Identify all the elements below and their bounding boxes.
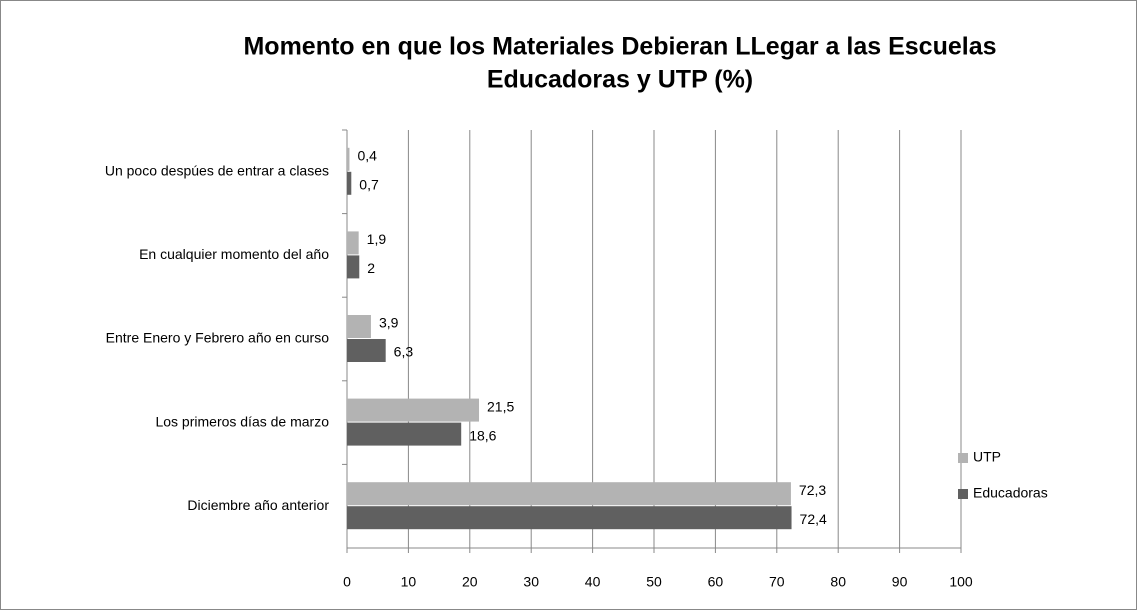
x-tick-label: 100: [949, 574, 973, 590]
x-tick-label: 40: [585, 574, 601, 590]
legend-label: Educadoras: [973, 485, 1048, 501]
bar: [347, 171, 352, 195]
chart-title: Educadoras y UTP (%): [487, 66, 753, 94]
value-label: 2: [367, 260, 375, 276]
y-tick-label: Un poco despúes de entrar a clases: [105, 163, 329, 179]
bar: [347, 255, 360, 279]
x-tick-label: 70: [769, 574, 785, 590]
x-tick-label: 90: [892, 574, 908, 590]
bar: [347, 315, 371, 338]
x-tick-label: 10: [401, 574, 417, 590]
y-tick-label: Entre Enero y Febrero año en curso: [106, 330, 330, 346]
x-tick-label: 50: [646, 574, 662, 590]
x-tick-label: 30: [523, 574, 539, 590]
bar: [347, 147, 350, 171]
value-label: 3,9: [379, 315, 399, 331]
y-tick-label: En cualquier momento del año: [139, 246, 329, 262]
value-label: 6,3: [394, 344, 414, 360]
y-tick-label: Los primeros días de marzo: [155, 413, 329, 429]
value-label: 72,3: [799, 482, 826, 498]
value-label: 0,4: [357, 148, 377, 164]
bar: [347, 506, 792, 530]
legend-swatch: [958, 453, 968, 463]
bar: [347, 231, 359, 255]
y-tick-label: Diciembre año anterior: [187, 497, 329, 513]
bar: [347, 422, 462, 446]
value-label: 18,6: [469, 427, 496, 443]
value-label: 21,5: [487, 398, 514, 414]
bar: [347, 339, 386, 362]
x-tick-label: 20: [462, 574, 478, 590]
x-tick-label: 80: [830, 574, 846, 590]
x-tick-label: 60: [708, 574, 724, 590]
value-label: 1,9: [367, 231, 387, 247]
x-tick-label: 0: [343, 574, 351, 590]
bar: [347, 482, 791, 506]
value-label: 72,4: [800, 511, 827, 527]
chart-title: Momento en que los Materiales Debieran L…: [243, 33, 996, 61]
value-label: 0,7: [359, 177, 379, 193]
bar: [347, 398, 480, 422]
legend-label: UTP: [973, 449, 1001, 465]
legend-swatch: [958, 489, 968, 499]
